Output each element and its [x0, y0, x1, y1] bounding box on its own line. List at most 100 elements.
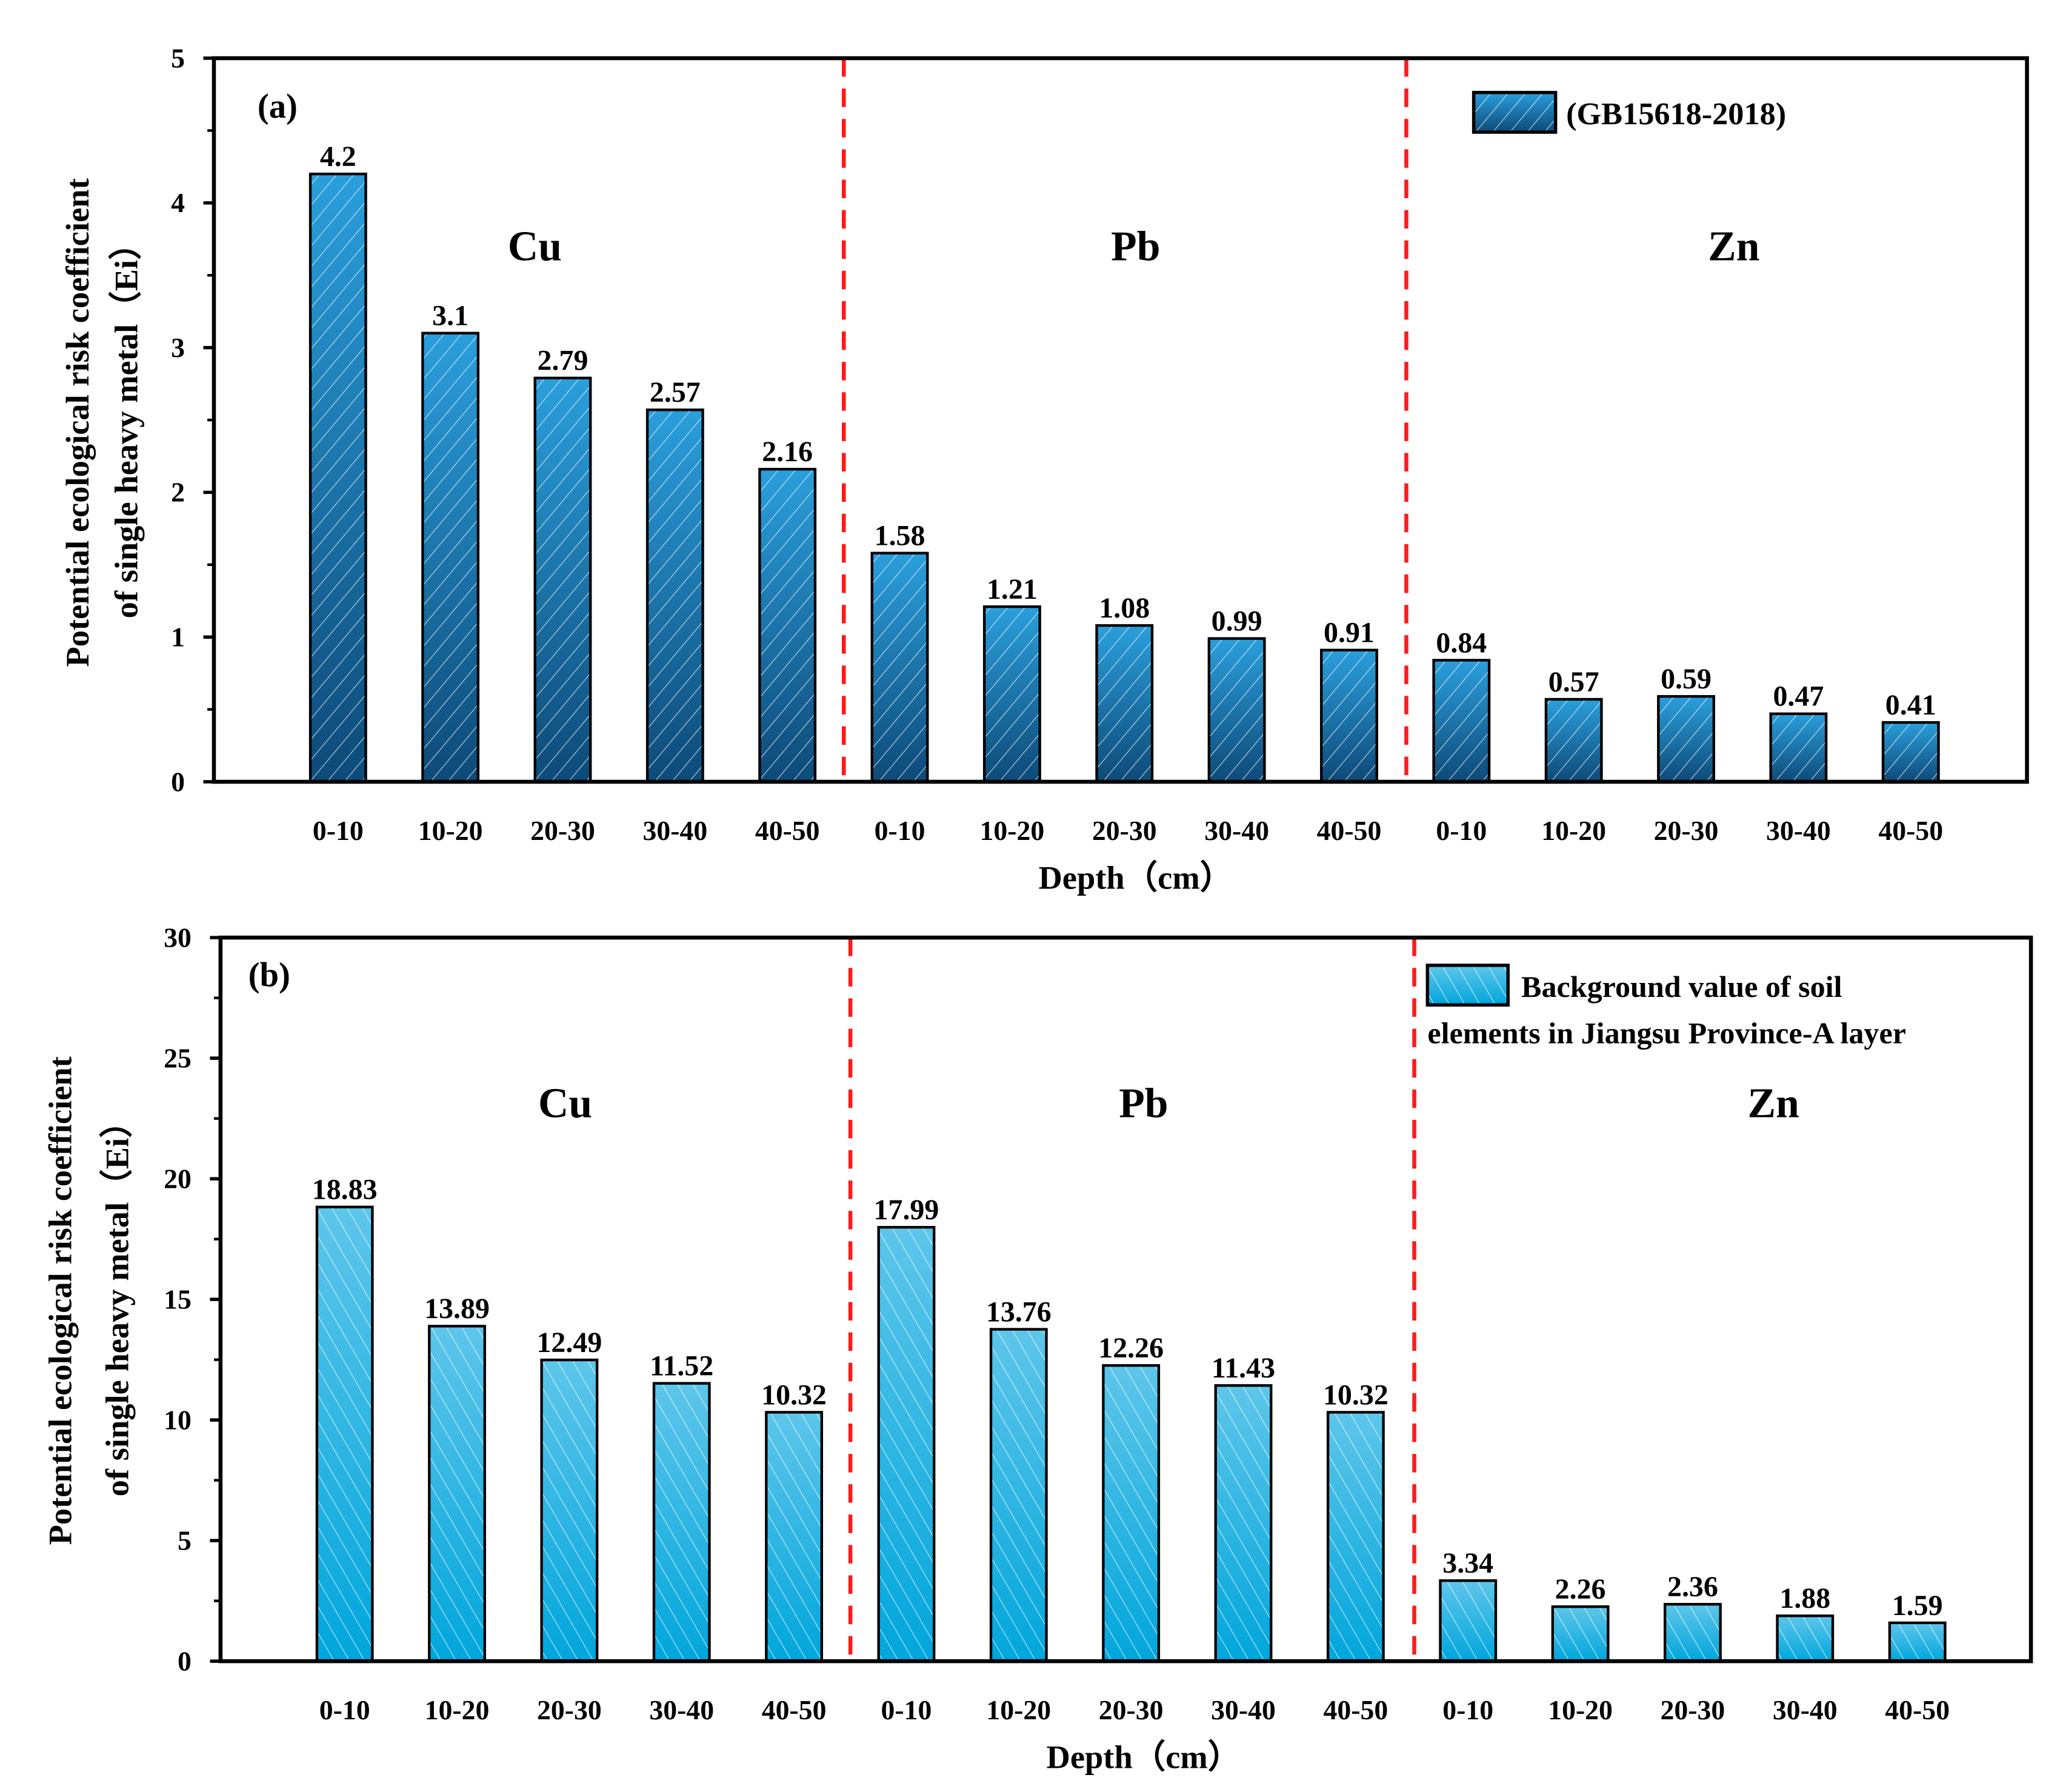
y-tick-label: 10	[164, 1404, 192, 1435]
data-label: 2.36	[1667, 1571, 1718, 1603]
x-tick-label: 0-10	[319, 1694, 370, 1725]
legend-swatch-outline	[1472, 90, 1558, 134]
x-tick-label: 40-50	[1878, 815, 1943, 846]
legend-swatch-outline	[1425, 964, 1510, 1007]
x-tick-label: 20-30	[1654, 815, 1719, 846]
data-label: 11.52	[650, 1350, 713, 1382]
plot-frame	[218, 935, 2033, 1664]
y-axis-title-line2: of single heavy metal（Ei）	[98, 1105, 135, 1496]
bar-outline	[315, 1205, 374, 1663]
x-tick-label: 10-20	[1541, 815, 1606, 846]
data-label: 0.59	[1661, 663, 1712, 695]
bar-outline	[1551, 1605, 1610, 1663]
x-axis-title: Depth（cm）	[1047, 1739, 1241, 1776]
x-tick-label: 40-50	[1885, 1694, 1950, 1725]
y-tick-label: 4	[171, 187, 185, 218]
panel-a: 0 1 2 3 4 5 4.2 0-10 3.1 10-20 2.79 20-30 2.57 30-40 2…	[59, 42, 2029, 896]
x-tick-label: 20-30	[1099, 1694, 1164, 1725]
y-tick-label: 3	[171, 332, 185, 363]
x-tick-label: 0-10	[1436, 815, 1487, 846]
panel-label: (b)	[248, 957, 290, 994]
bar-outline	[877, 1225, 936, 1663]
group-label: Zn	[1748, 1080, 1799, 1127]
x-tick-label: 20-30	[530, 815, 595, 846]
x-tick-label: 10-20	[418, 815, 483, 846]
data-label: 18.83	[312, 1174, 378, 1206]
group-label: Pb	[1111, 223, 1160, 270]
bar-outline	[1102, 1364, 1161, 1663]
bar-outline	[1769, 712, 1828, 784]
y-tick-label: 5	[178, 1525, 192, 1556]
bar-outline	[989, 1328, 1048, 1663]
legend-label-line2: elements in Jiangsu Province-A layer	[1427, 1016, 1906, 1050]
y-tick-label: 30	[164, 922, 192, 953]
x-tick-label: 30-40	[1773, 1694, 1838, 1725]
data-label: 17.99	[874, 1194, 939, 1226]
y-tick-label: 15	[164, 1284, 192, 1314]
bar-outline	[540, 1358, 599, 1663]
bar-outline	[765, 1411, 824, 1663]
bar-outline	[1544, 698, 1603, 784]
x-tick-label: 20-30	[1661, 1694, 1725, 1725]
bar-outline	[758, 468, 817, 784]
bar-outline	[1888, 1621, 1947, 1663]
x-tick-label: 40-50	[1323, 1694, 1388, 1725]
bar-outline	[421, 331, 480, 784]
bar-outline	[1207, 637, 1266, 784]
bar-outline	[428, 1325, 486, 1663]
x-tick-label: 10-20	[980, 815, 1045, 846]
x-tick-label: 30-40	[642, 815, 707, 846]
bar-outline	[1657, 694, 1715, 784]
bar-outline	[645, 408, 704, 784]
data-label: 1.08	[1099, 592, 1150, 624]
data-label: 4.2	[320, 141, 356, 173]
x-tick-label: 30-40	[1766, 815, 1831, 846]
data-label: 1.58	[875, 520, 925, 552]
data-label: 0.47	[1773, 681, 1824, 713]
legend-label-line1: Background value of soil	[1521, 970, 1842, 1004]
data-label: 0.99	[1212, 605, 1262, 638]
data-label: 1.21	[987, 573, 1038, 605]
y-axis-title-line1: Potential ecological risk coefficient	[59, 178, 96, 667]
data-label: 2.57	[650, 376, 701, 408]
y-axis-title-line1: Potential ecological risk coefficient	[42, 1056, 79, 1545]
x-tick-label: 40-50	[762, 1694, 827, 1725]
x-tick-label: 0-10	[1442, 1694, 1493, 1725]
data-label: 0.41	[1885, 689, 1936, 721]
x-tick-label: 30-40	[1211, 1694, 1276, 1725]
y-tick-label: 0	[171, 766, 185, 797]
data-label: 13.89	[424, 1293, 490, 1325]
data-label: 1.59	[1892, 1590, 1943, 1622]
x-tick-label: 10-20	[986, 1694, 1051, 1725]
data-label: 12.26	[1098, 1332, 1164, 1364]
x-tick-label: 30-40	[1204, 815, 1269, 846]
data-label: 3.1	[432, 300, 468, 332]
group-label: Cu	[538, 1080, 592, 1127]
data-label: 10.32	[1323, 1379, 1388, 1411]
group-label: Cu	[508, 223, 562, 270]
data-label: 12.49	[536, 1327, 602, 1359]
y-tick-label: 0	[178, 1645, 192, 1676]
data-label: 3.34	[1442, 1547, 1493, 1579]
x-tick-label: 0-10	[881, 1694, 932, 1725]
y-tick-label: 2	[171, 477, 185, 508]
bar-outline	[652, 1382, 711, 1663]
x-tick-label: 10-20	[1548, 1694, 1613, 1725]
bar-outline	[1776, 1614, 1835, 1663]
x-tick-label: 10-20	[425, 1694, 490, 1725]
y-tick-label: 5	[171, 42, 185, 73]
bar-outline	[1095, 624, 1154, 784]
bar-outline	[1320, 648, 1378, 784]
group-label: Pb	[1119, 1080, 1168, 1127]
x-tick-label: 0-10	[313, 815, 364, 846]
panel-b: 0 5 10 15 20 25 30 18.83 0-10 13.89 10-20 12.49 20-3…	[42, 922, 2033, 1776]
x-tick-label: 40-50	[1317, 815, 1382, 846]
data-label: 1.88	[1779, 1582, 1830, 1614]
panel-label: (a)	[258, 88, 298, 125]
x-tick-label: 40-50	[755, 815, 820, 846]
data-label: 0.57	[1548, 666, 1599, 698]
data-label: 2.16	[762, 436, 813, 468]
group-label: Zn	[1708, 223, 1759, 270]
data-label: 2.79	[538, 345, 588, 377]
data-label: 11.43	[1212, 1352, 1275, 1384]
